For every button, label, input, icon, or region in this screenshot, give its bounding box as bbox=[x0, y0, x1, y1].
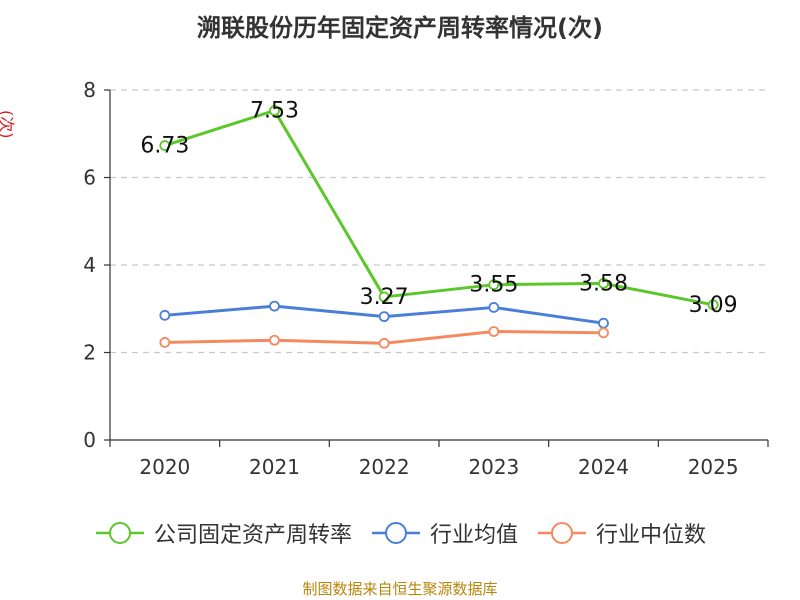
y-tick-label: 8 bbox=[83, 78, 96, 102]
data-label: 7.53 bbox=[250, 99, 299, 124]
data-point bbox=[488, 302, 500, 313]
legend-swatch bbox=[371, 522, 420, 544]
data-point bbox=[707, 299, 719, 311]
data-label: 3.09 bbox=[689, 293, 738, 318]
data-point bbox=[598, 327, 609, 339]
x-tick-label: 2021 bbox=[249, 455, 300, 479]
data-point bbox=[598, 277, 609, 289]
y-tick-label: 4 bbox=[83, 253, 96, 277]
legend-label: 行业中位数 bbox=[596, 523, 707, 548]
x-tick-label: 2022 bbox=[359, 455, 410, 479]
legend-swatch bbox=[538, 522, 586, 544]
data-point bbox=[269, 334, 280, 346]
data-point bbox=[269, 105, 280, 116]
y-tick-label: 2 bbox=[83, 341, 96, 365]
legend-label: 公司固定资产周转率 bbox=[153, 523, 352, 548]
data-point bbox=[159, 337, 171, 348]
chart-title: 溯联股份历年固定资产周转率情况(次) bbox=[197, 14, 603, 42]
series-line-0 bbox=[164, 109, 714, 307]
legend-item[interactable]: 公司固定资产周转率 bbox=[94, 517, 352, 549]
source-note: 制图数据来自恒生聚源数据库 bbox=[302, 580, 498, 598]
data-point bbox=[378, 291, 390, 303]
data-label: 3.55 bbox=[469, 273, 518, 298]
data-point bbox=[159, 309, 171, 321]
data-point bbox=[378, 337, 390, 349]
y-tick-label: 0 bbox=[83, 428, 96, 452]
x-tick-label: 2025 bbox=[688, 455, 739, 479]
data-point bbox=[269, 300, 280, 312]
x-tick-label: 2023 bbox=[468, 455, 519, 479]
data-point bbox=[159, 140, 171, 151]
legend-swatch bbox=[95, 522, 144, 544]
data-label: 3.27 bbox=[360, 285, 409, 310]
data-point bbox=[488, 279, 500, 291]
data-label: 6.73 bbox=[140, 134, 189, 159]
x-tick-label: 2024 bbox=[578, 455, 629, 479]
data-point bbox=[488, 326, 500, 337]
legend: 公司固定资产周转率 行业均值 行业中位数 bbox=[0, 517, 800, 549]
legend-label: 行业均值 bbox=[429, 523, 518, 548]
data-label: 3.58 bbox=[579, 271, 628, 296]
y-tick-label: 6 bbox=[83, 166, 96, 190]
data-point bbox=[378, 311, 390, 323]
legend-item[interactable]: 行业中位数 bbox=[536, 517, 706, 549]
x-tick-label: 2020 bbox=[139, 455, 190, 479]
legend-item[interactable]: 行业均值 bbox=[370, 517, 518, 549]
data-point bbox=[598, 317, 609, 329]
